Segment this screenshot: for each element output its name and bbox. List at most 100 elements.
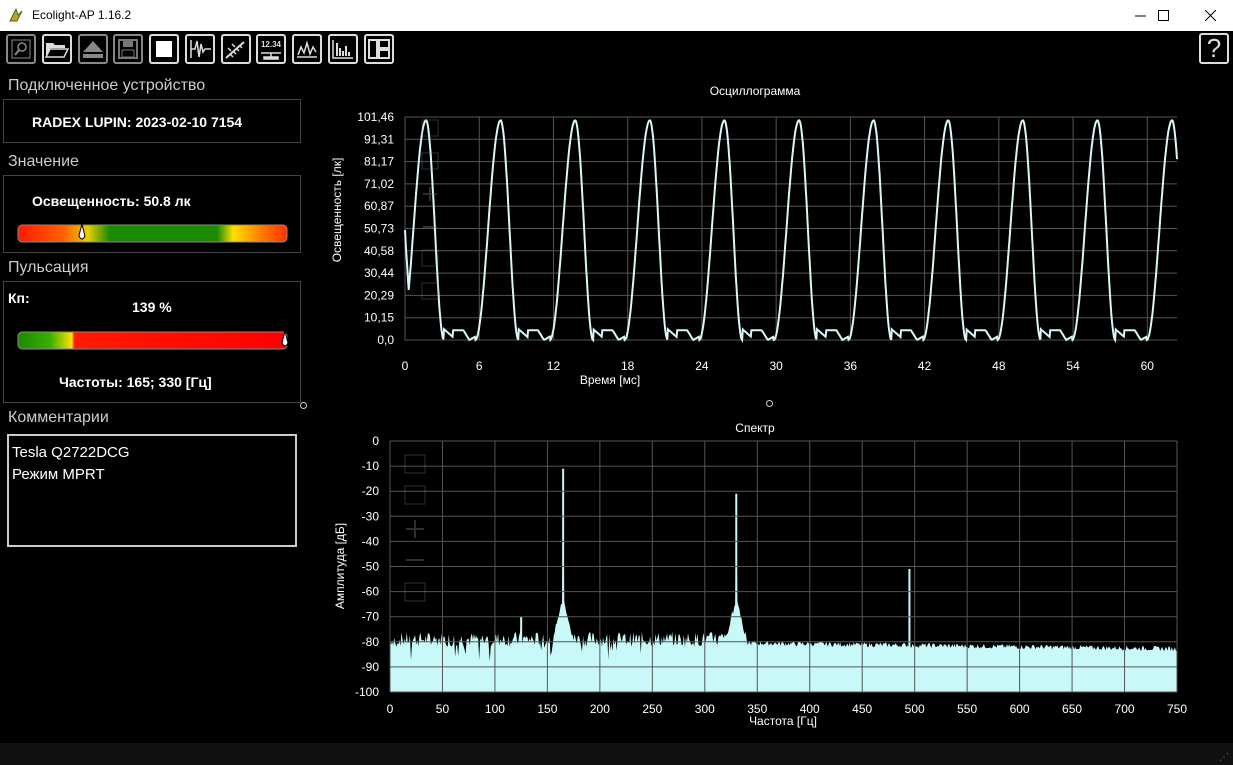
spectrum-xtick: 600 (1010, 702, 1030, 716)
window-title: Ecolight-AP 1.16.2 (32, 8, 132, 22)
stop-button[interactable] (149, 34, 179, 64)
comments-section-title: Комментарии (8, 409, 109, 426)
spectrum-ytick: -10 (362, 459, 380, 473)
oscillogram-xtick: 12 (547, 359, 561, 373)
magnifier-icon (11, 39, 31, 59)
save-button[interactable] (113, 34, 143, 64)
oscillogram-xtick: 18 (621, 359, 635, 373)
help-button[interactable]: ? (1199, 33, 1229, 64)
app-logo-icon (9, 7, 23, 22)
oscillogram-xtick: 24 (695, 359, 709, 373)
oscillogram-grid (404, 116, 1177, 341)
device-section-title: Подключенное устройство (8, 77, 206, 94)
spectrum-grid (389, 440, 1178, 693)
spectrum-zoom-controls[interactable] (404, 454, 426, 602)
illuminance-gauge (17, 223, 288, 243)
spectrum-title: Спектр (735, 421, 775, 435)
title-bar: Ecolight-AP 1.16.2 (0, 0, 1233, 31)
pulsation-gauge (17, 330, 289, 350)
oscillogram-zoom-controls[interactable] (421, 119, 439, 300)
spectrum-xtick: 50 (436, 702, 450, 716)
eject-icon (83, 41, 103, 58)
oscillogram-ytick: 71,02 (364, 177, 394, 191)
value-button-label: 12.34 (261, 40, 282, 49)
spectrum-xtick: 350 (747, 702, 767, 716)
device-panel: RADEX LUPIN: 2023-02-10 7154 (3, 99, 301, 143)
spectrum-xtick: 250 (642, 702, 662, 716)
signal-button[interactable] (292, 34, 322, 64)
close-button[interactable] (1187, 0, 1233, 31)
spectrum-xtick: 0 (387, 702, 394, 716)
illuminance-value: Освещенность: 50.8 лк (32, 193, 191, 209)
oscillogram-xtick: 42 (918, 359, 932, 373)
comment-line-2: Режим MPRT (12, 466, 105, 483)
oscillogram-ytick: 60,87 (364, 199, 394, 213)
minimize-button[interactable] (1117, 0, 1163, 31)
histogram-button[interactable] (328, 34, 358, 64)
search-button[interactable] (6, 34, 36, 64)
comment-line-1: Tesla Q2722DCG (12, 444, 130, 461)
chart-splitter-handle[interactable] (766, 400, 773, 407)
measure-button[interactable] (221, 34, 251, 64)
pulsation-marker (281, 330, 289, 347)
pulsation-percent: 139 % (132, 299, 172, 315)
oscillogram-chart[interactable]: Осциллограмма 0,0 10,15 20,29 30,44 40,58 50,… (310, 80, 1210, 390)
spectrum-xtick: 100 (485, 702, 505, 716)
spectrum-xlabel: Частота [Гц] (749, 714, 817, 728)
oscillogram-button[interactable] (185, 34, 215, 64)
oscillogram-ytick: 101,46 (357, 110, 394, 124)
oscillogram-xtick: 54 (1066, 359, 1080, 373)
maximize-button[interactable] (1140, 0, 1186, 31)
spectrum-ytick: 0 (372, 434, 379, 448)
value-panel: Освещенность: 50.8 лк (3, 175, 301, 253)
spectrum-ytick: -70 (362, 610, 380, 624)
resize-grip-icon[interactable]: ⋰ (1219, 752, 1229, 763)
pulsation-frequencies: Частоты: 165; 330 [Гц] (59, 374, 212, 390)
kp-label: Кп: (8, 290, 30, 306)
device-name: RADEX LUPIN: 2023-02-10 7154 (32, 114, 243, 130)
value-section-title: Значение (8, 153, 79, 170)
eject-button[interactable] (78, 34, 108, 64)
spectrum-ytick: -80 (362, 635, 380, 649)
oscillogram-ytick: 30,44 (364, 266, 394, 280)
ruler-icon (225, 41, 245, 59)
spectrum-ytick: -40 (362, 534, 380, 548)
spectrum-xtick: 700 (1115, 702, 1135, 716)
spectrum-xtick: 750 (1167, 702, 1187, 716)
spectrum-xtick: 500 (905, 702, 925, 716)
spectrum-ytick: -30 (362, 509, 380, 523)
oscillogram-ytick: 91,31 (364, 132, 394, 146)
spectrum-xtick: 200 (590, 702, 610, 716)
spectrum-ytick: -20 (362, 484, 380, 498)
oscillogram-ytick: 40,58 (364, 244, 394, 258)
oscillogram-xtick: 0 (402, 359, 409, 373)
oscillogram-xtick: 30 (769, 359, 783, 373)
spectrum-bars (390, 468, 1177, 692)
pulsation-section-title: Пульсация (8, 259, 89, 276)
spectrum-xtick: 150 (537, 702, 557, 716)
value-button[interactable]: 12.34 (256, 34, 286, 64)
oscillogram-xtick: 48 (992, 359, 1006, 373)
layout-button[interactable] (364, 34, 394, 64)
spectrum-ytick: -50 (362, 560, 380, 574)
comments-textarea[interactable]: Tesla Q2722DCG Режим MPRT (7, 434, 297, 547)
oscillogram-ytick: 81,17 (364, 155, 394, 169)
spectrum-xtick: 450 (852, 702, 872, 716)
stop-icon (156, 41, 172, 57)
oscillogram-xtick: 60 (1141, 359, 1155, 373)
open-button[interactable] (42, 34, 72, 64)
oscillogram-ytick: 10,15 (364, 311, 394, 325)
spectrum-ytick: -100 (355, 685, 379, 699)
spectrum-xtick: 300 (695, 702, 715, 716)
floppy-icon (118, 39, 138, 59)
status-bar: ⋰ (0, 743, 1233, 765)
spectrum-chart[interactable]: Спектр 0-10-20-30-40-50-60-70-80-90-100 … (310, 418, 1210, 738)
signal-icon (297, 40, 317, 58)
waveform-icon (190, 40, 211, 58)
spectrum-area (390, 468, 1177, 692)
splitter-handle[interactable] (300, 402, 307, 409)
oscillogram-ytick: 0,0 (377, 333, 394, 347)
oscillogram-xlabel: Время [мс] (580, 373, 640, 387)
spectrum-xtick: 650 (1062, 702, 1082, 716)
oscillogram-title: Осциллограмма (710, 84, 801, 98)
